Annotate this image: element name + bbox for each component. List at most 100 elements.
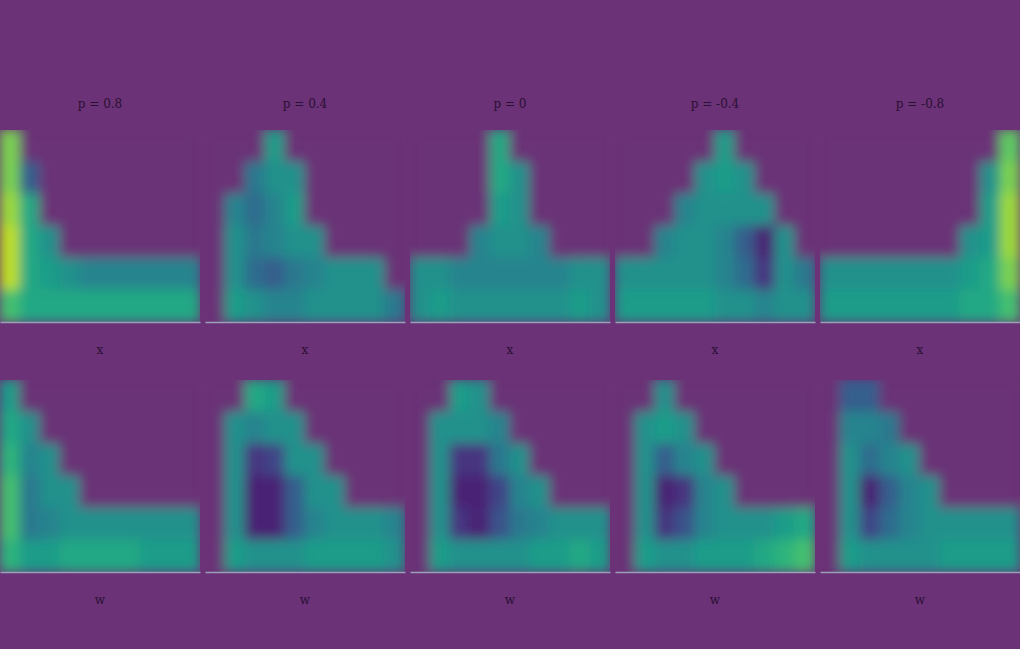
cell xyxy=(510,194,531,227)
cell xyxy=(675,540,696,573)
cell xyxy=(755,290,776,323)
cell xyxy=(490,380,511,413)
cell xyxy=(715,162,736,195)
cell xyxy=(615,540,636,573)
cell xyxy=(530,130,551,163)
cell xyxy=(530,194,551,227)
cell xyxy=(615,412,636,445)
cell xyxy=(225,258,246,291)
cell xyxy=(100,226,121,259)
cell xyxy=(265,444,286,477)
cell xyxy=(795,444,816,477)
cell xyxy=(530,444,551,477)
cell xyxy=(940,290,961,323)
cell xyxy=(615,476,636,509)
cell xyxy=(960,540,981,573)
cell xyxy=(120,130,141,163)
cell xyxy=(120,194,141,227)
cell xyxy=(550,162,571,195)
cell xyxy=(180,130,201,163)
cell xyxy=(40,226,61,259)
cell xyxy=(385,290,406,323)
cell xyxy=(675,226,696,259)
cell xyxy=(735,380,756,413)
cell xyxy=(120,162,141,195)
cell xyxy=(550,290,571,323)
heatmap xyxy=(615,380,815,572)
cell xyxy=(100,476,121,509)
cell xyxy=(245,130,266,163)
cell xyxy=(880,444,901,477)
heatmap xyxy=(410,130,610,322)
cell xyxy=(430,130,451,163)
cell xyxy=(655,508,676,541)
cell xyxy=(365,194,386,227)
cell xyxy=(840,226,861,259)
cell xyxy=(265,540,286,573)
heatmap xyxy=(615,130,815,322)
cell xyxy=(285,258,306,291)
cell xyxy=(570,508,591,541)
cell xyxy=(385,380,406,413)
cell xyxy=(490,130,511,163)
cell xyxy=(345,258,366,291)
cell xyxy=(510,540,531,573)
x-axis xyxy=(411,572,611,573)
cell xyxy=(735,194,756,227)
cell xyxy=(40,162,61,195)
cell xyxy=(635,226,656,259)
cell xyxy=(675,444,696,477)
cell xyxy=(410,540,431,573)
cell xyxy=(900,130,921,163)
cell xyxy=(160,380,181,413)
cell xyxy=(615,258,636,291)
cell xyxy=(655,130,676,163)
cell xyxy=(510,380,531,413)
cell xyxy=(60,412,81,445)
cell xyxy=(305,226,326,259)
cell xyxy=(590,412,611,445)
cell xyxy=(450,290,471,323)
cell xyxy=(635,412,656,445)
cell xyxy=(570,226,591,259)
cell xyxy=(20,130,41,163)
cell xyxy=(860,508,881,541)
cell xyxy=(450,444,471,477)
cell xyxy=(715,194,736,227)
cell xyxy=(510,226,531,259)
cell xyxy=(655,412,676,445)
cell xyxy=(695,508,716,541)
cell xyxy=(550,444,571,477)
cell xyxy=(385,508,406,541)
cell xyxy=(820,258,841,291)
cell xyxy=(20,258,41,291)
cell xyxy=(695,444,716,477)
cell xyxy=(450,476,471,509)
cell xyxy=(920,130,941,163)
cell xyxy=(100,162,121,195)
cell xyxy=(755,444,776,477)
panel: w xyxy=(205,380,406,608)
heatmap xyxy=(0,380,200,572)
cell xyxy=(245,258,266,291)
cell xyxy=(160,290,181,323)
cell xyxy=(860,258,881,291)
x-axis xyxy=(206,322,406,323)
cell xyxy=(920,540,941,573)
cell xyxy=(940,412,961,445)
x-axis xyxy=(1,572,201,573)
cell xyxy=(715,258,736,291)
panel: p = 0.8x xyxy=(0,97,201,357)
cell xyxy=(325,476,346,509)
cell xyxy=(120,540,141,573)
cell xyxy=(0,226,21,259)
cell xyxy=(40,412,61,445)
cell xyxy=(735,540,756,573)
cell xyxy=(430,226,451,259)
cell xyxy=(450,412,471,445)
cell xyxy=(980,444,1001,477)
cell xyxy=(365,540,386,573)
cell xyxy=(530,508,551,541)
cell xyxy=(550,194,571,227)
cell xyxy=(635,476,656,509)
